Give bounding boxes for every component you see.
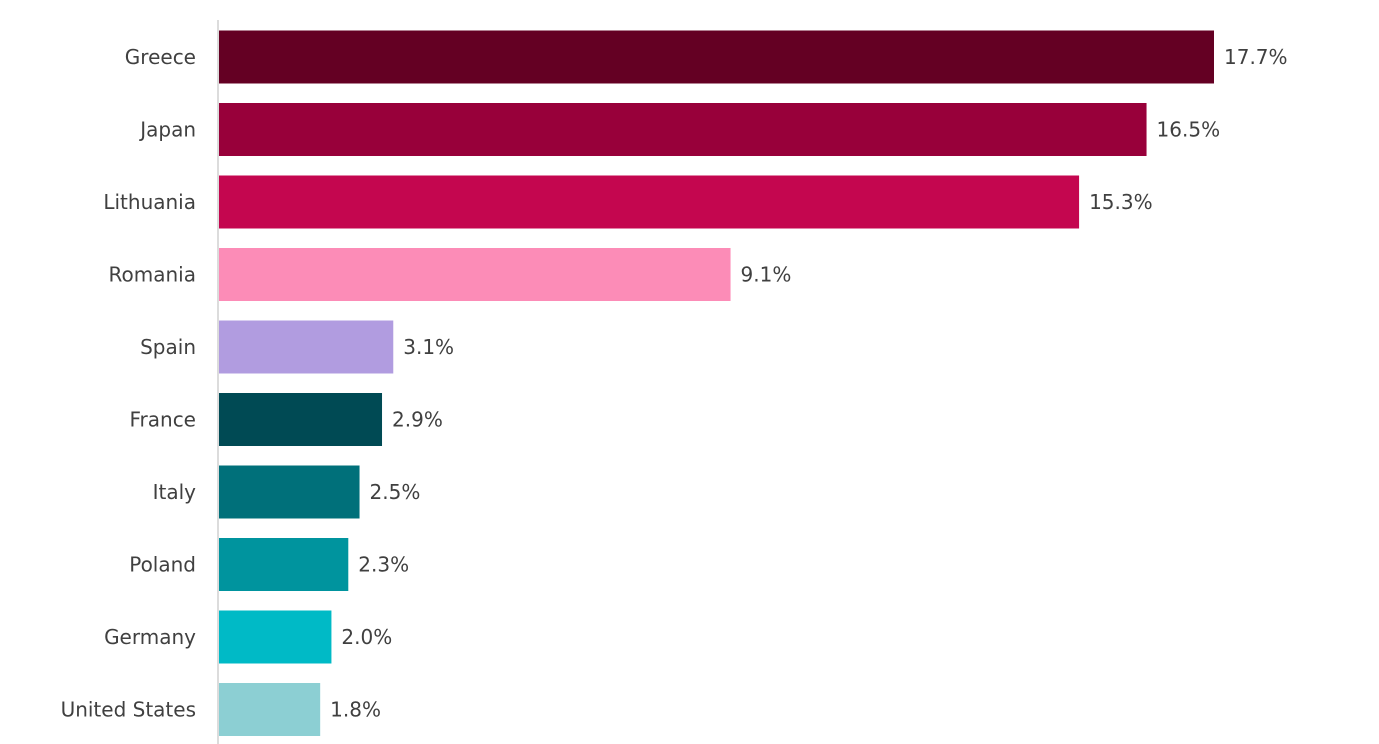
bar-united-states bbox=[219, 683, 321, 736]
category-label-italy: Italy bbox=[153, 480, 197, 504]
bars-group bbox=[219, 30, 1214, 736]
bar-greece bbox=[219, 30, 1214, 84]
category-label-germany: Germany bbox=[104, 625, 196, 649]
value-label-italy: 2.5% bbox=[370, 480, 421, 504]
category-label-japan: Japan bbox=[138, 118, 196, 142]
bar-france bbox=[219, 393, 383, 446]
category-label-poland: Poland bbox=[129, 553, 196, 577]
value-label-france: 2.9% bbox=[392, 408, 443, 432]
value-label-spain: 3.1% bbox=[403, 335, 454, 359]
value-label-germany: 2.0% bbox=[341, 625, 392, 649]
category-label-greece: Greece bbox=[125, 45, 196, 69]
bar-italy bbox=[219, 465, 360, 519]
value-label-poland: 2.3% bbox=[358, 553, 409, 577]
bar-spain bbox=[219, 320, 394, 374]
category-label-united-states: United States bbox=[61, 698, 196, 722]
category-label-spain: Spain bbox=[140, 335, 196, 359]
value-label-lithuania: 15.3% bbox=[1089, 190, 1153, 214]
value-labels-group: 17.7% 16.5% 15.3% 9.1% 3.1% 2.9% 2.5% 2.3% 2.0% 1… bbox=[330, 45, 1287, 722]
bar-germany bbox=[219, 610, 332, 664]
category-label-romania: Romania bbox=[109, 263, 196, 287]
value-label-united-states: 1.8% bbox=[330, 698, 381, 722]
bar-romania bbox=[219, 248, 731, 301]
category-labels-group: Greece Japan Lithuania Romania Spain France It… bbox=[61, 45, 197, 722]
bar-japan bbox=[219, 103, 1147, 156]
value-label-greece: 17.7% bbox=[1224, 45, 1288, 69]
bar-poland bbox=[219, 538, 349, 591]
bar-lithuania bbox=[219, 175, 1080, 229]
value-label-romania: 9.1% bbox=[741, 263, 792, 287]
value-label-japan: 16.5% bbox=[1157, 118, 1221, 142]
category-label-france: France bbox=[129, 408, 196, 432]
category-label-lithuania: Lithuania bbox=[103, 190, 196, 214]
